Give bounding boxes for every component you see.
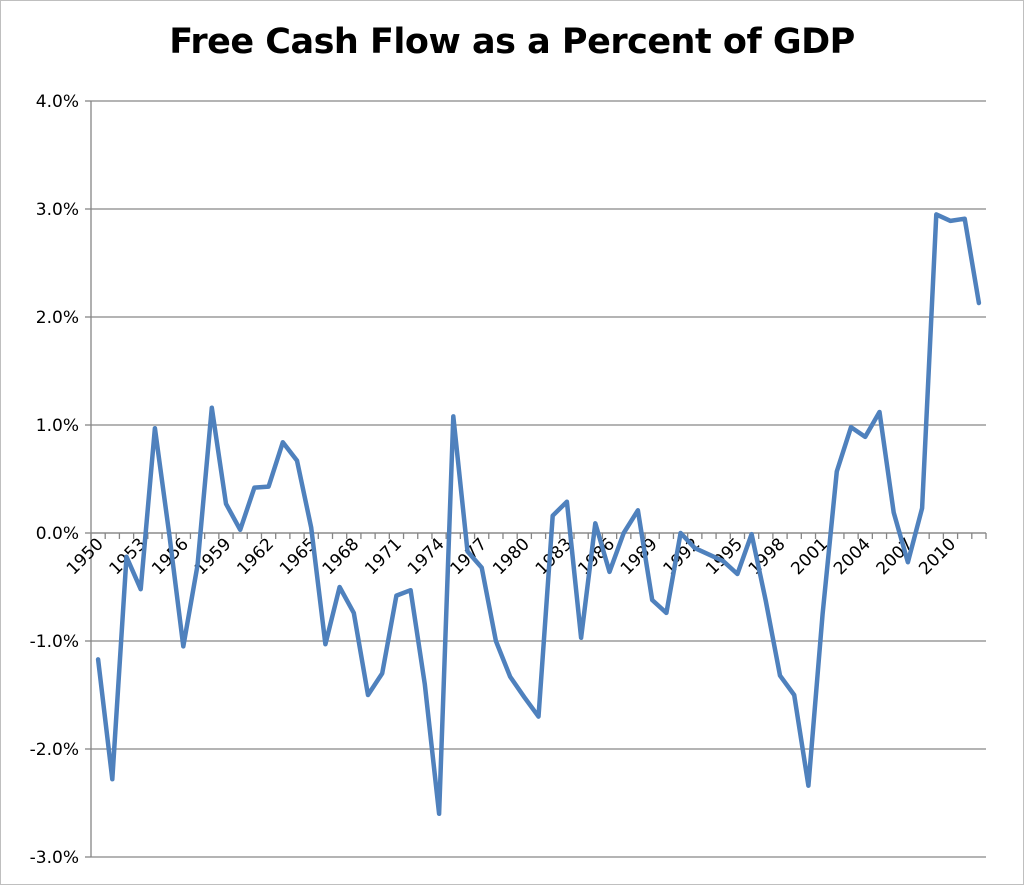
- y-tick-label: -2.0%: [30, 740, 79, 760]
- chart-title: Free Cash Flow as a Percent of GDP: [169, 22, 855, 62]
- y-tick-label: -3.0%: [30, 848, 79, 868]
- y-tick-label: 1.0%: [36, 416, 79, 436]
- y-tick-label: 0.0%: [36, 524, 79, 544]
- x-tick-label: 1968: [319, 534, 364, 579]
- y-tick-label: -1.0%: [30, 632, 79, 652]
- y-tick-label: 4.0%: [36, 92, 79, 112]
- x-tick-label: 1962: [233, 534, 278, 579]
- x-tick-label: 1974: [404, 534, 449, 579]
- series-line: [95, 212, 982, 817]
- x-tick-label: 1986: [574, 534, 619, 579]
- x-tick-label: 2004: [830, 534, 875, 579]
- x-tick-label: 1980: [489, 534, 534, 579]
- x-tick-label: 1971: [361, 534, 406, 579]
- x-tick-label: 2010: [915, 534, 960, 579]
- x-tick-label: 1989: [617, 534, 662, 579]
- y-tick-label: 3.0%: [36, 200, 79, 220]
- y-tick-label: 2.0%: [36, 308, 79, 328]
- x-tick-label: 1992: [660, 534, 705, 579]
